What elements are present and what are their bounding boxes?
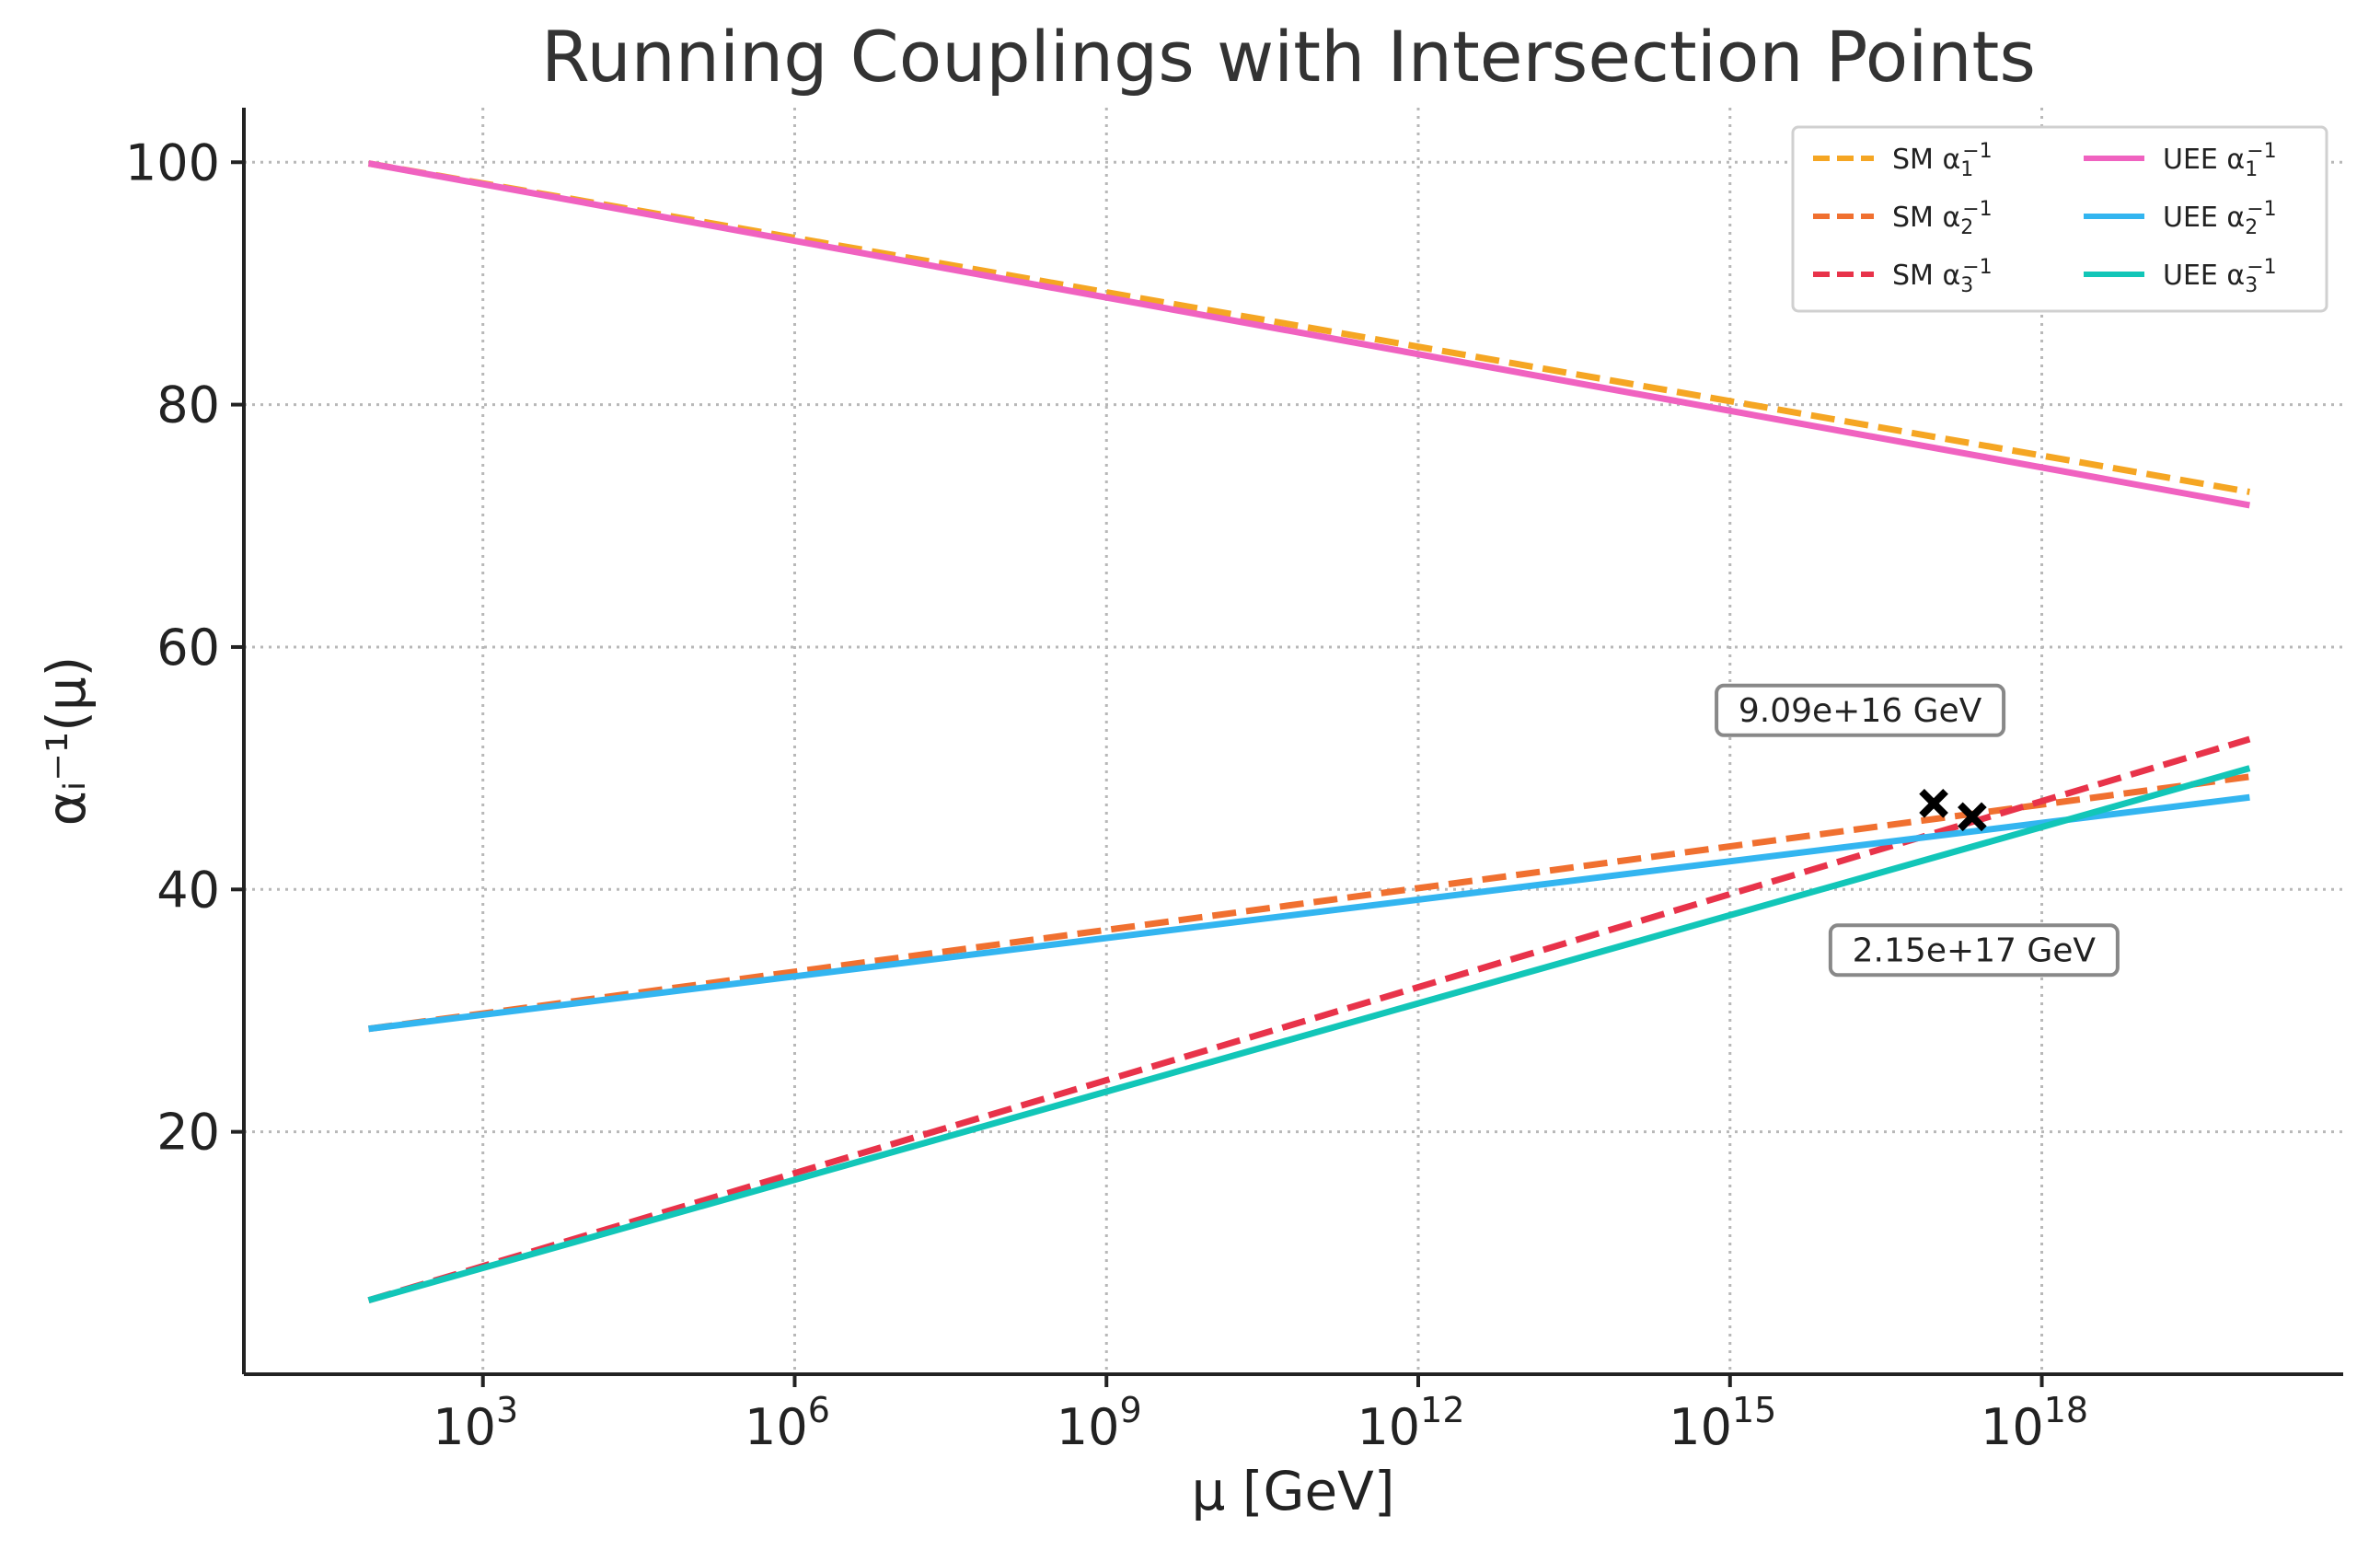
x-tick-label: 109 — [1057, 1390, 1142, 1456]
intersection-annotation: 2.15e+17 GeV — [1828, 923, 2120, 978]
marker-stroke — [1958, 802, 1987, 832]
legend-entry-superscript: −1 — [1962, 256, 1992, 279]
legend-entry: SM α1−1 — [1892, 140, 1993, 181]
legend-entry-superscript: −1 — [1962, 198, 1992, 221]
intersection-marker — [1919, 788, 1948, 818]
intersection-markers — [1919, 788, 1987, 832]
legend-entry-superscript: −1 — [2247, 140, 2276, 163]
series-lines — [367, 160, 2251, 1304]
x-tick-exponent: 15 — [1732, 1390, 1776, 1430]
series-line-sm-alpha2 — [368, 773, 2250, 1033]
legend-entry: UEE α1−1 — [2163, 140, 2277, 181]
x-tick-label: 106 — [745, 1390, 830, 1456]
legend-entry-prefix: UEE α — [2163, 260, 2245, 292]
x-tick-base: 10 — [745, 1398, 808, 1456]
x-tick-label: 103 — [433, 1390, 518, 1456]
annotation-label: 2.15e+17 GeV — [1853, 931, 2097, 969]
x-tick-exponent: 12 — [1420, 1390, 1464, 1430]
legend-box — [1791, 125, 2328, 313]
legend-entry-prefix: UEE α — [2163, 144, 2245, 176]
legend-entry-subscript: 3 — [2245, 274, 2258, 297]
legend-entry-prefix: SM α — [1892, 144, 1960, 176]
x-tick-exponent: 3 — [496, 1390, 518, 1430]
legend-entry-subscript: 2 — [1960, 216, 1973, 239]
x-tick-label: 1015 — [1669, 1390, 1776, 1456]
legend-entry-superscript: −1 — [2247, 256, 2276, 279]
legend-entry-superscript: −1 — [2247, 198, 2276, 221]
x-tick-base: 10 — [1981, 1398, 2044, 1456]
legend-entry-superscript: −1 — [1962, 140, 1992, 163]
legend-entry-subscript: 1 — [1960, 158, 1973, 181]
x-tick-exponent: 18 — [2044, 1390, 2088, 1430]
x-tick-base: 10 — [1669, 1398, 1732, 1456]
axes — [242, 108, 2343, 1376]
legend-entry-subscript: 1 — [2245, 158, 2258, 181]
x-ticks: 103 106 109 1012 1015 1018 — [433, 1374, 2088, 1456]
marker-stroke — [1919, 788, 1948, 818]
x-tick-exponent: 6 — [808, 1390, 830, 1430]
legend-entry-prefix: SM α — [1892, 202, 1960, 234]
legend-entry-subscript: 2 — [2245, 216, 2258, 239]
legend-entry: SM α2−1 — [1892, 198, 1993, 239]
legend-entry: UEE α2−1 — [2163, 198, 2277, 239]
intersection-marker — [1958, 802, 1987, 832]
y-tick-label: 40 — [156, 861, 220, 919]
x-tick-base: 10 — [1357, 1398, 1420, 1456]
y-tick-label: 80 — [156, 376, 220, 434]
legend-entry-prefix: SM α — [1892, 260, 1960, 292]
series-line-uee-alpha1 — [367, 160, 2250, 509]
x-tick-label: 1012 — [1357, 1390, 1464, 1456]
series-line-uee-alpha2 — [368, 793, 2250, 1033]
x-tick-exponent: 9 — [1120, 1390, 1142, 1430]
x-tick-base: 10 — [433, 1398, 496, 1456]
intersection-annotations: 9.09e+16 GeV 2.15e+17 GeV — [1715, 683, 2120, 978]
series-line-uee-alpha3 — [367, 765, 2251, 1304]
annotation-box — [1715, 683, 2006, 737]
y-tick-label: 60 — [156, 619, 220, 677]
y-ticks: 20 40 60 80 100 — [125, 133, 244, 1162]
y-axis-label: αᵢ⁻¹(μ) — [35, 656, 98, 827]
x-tick-label: 1018 — [1981, 1390, 2088, 1456]
legend-entry-prefix: UEE α — [2163, 202, 2245, 234]
annotation-label: 9.09e+16 GeV — [1739, 692, 1982, 730]
y-tick-label: 20 — [156, 1104, 220, 1162]
legend-entry: UEE α3−1 — [2163, 256, 2277, 297]
intersection-annotation: 9.09e+16 GeV — [1715, 683, 2006, 737]
y-tick-label: 100 — [125, 133, 220, 191]
legend-entry-subscript: 3 — [1960, 274, 1973, 297]
x-tick-base: 10 — [1057, 1398, 1120, 1456]
chart-title: Running Couplings with Intersection Poin… — [541, 16, 2036, 98]
x-axis-label: μ [GeV] — [1192, 1460, 1395, 1522]
annotation-box — [1828, 923, 2120, 978]
legend-entry: SM α3−1 — [1892, 256, 1993, 297]
